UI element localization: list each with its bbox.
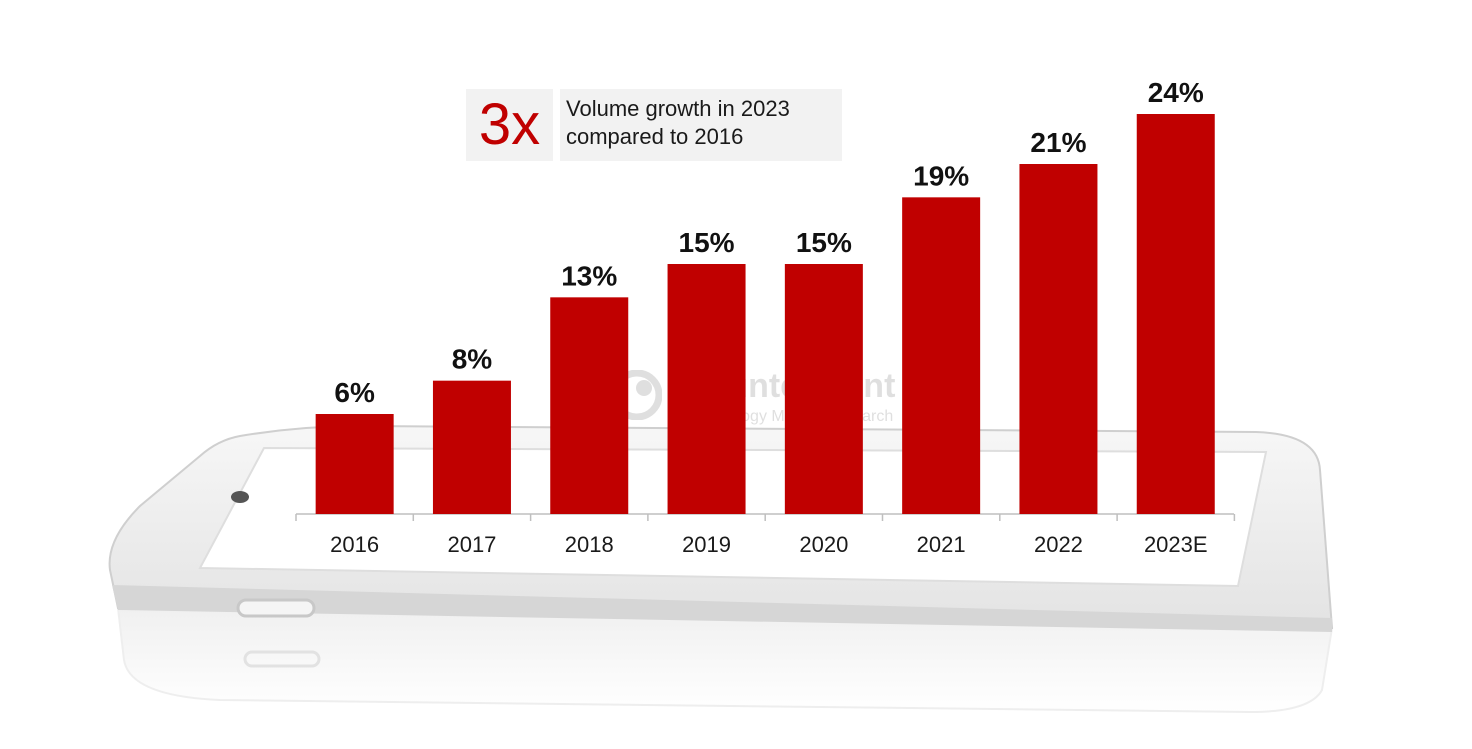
growth-callout-text: Volume growth in 2023 compared to 2016 (560, 89, 842, 161)
bar-2023E (1136, 114, 1215, 514)
x-tick-label: 2022 (1034, 532, 1083, 557)
bar-2017 (432, 380, 511, 514)
x-tick-label: 2016 (330, 532, 379, 557)
home-button-icon (236, 598, 316, 618)
x-tick-label: 2019 (682, 532, 731, 557)
data-label: 24% (1148, 77, 1204, 108)
callout-line-2: compared to 2016 (566, 124, 744, 149)
x-tick-label: 2020 (799, 532, 848, 557)
bar-2022 (1019, 164, 1098, 514)
phone-reflection (116, 606, 1334, 714)
bar-2018 (550, 297, 629, 514)
data-label: 6% (334, 377, 375, 408)
data-label: 8% (452, 344, 493, 375)
callout-line-1: Volume growth in 2023 (566, 96, 790, 121)
data-label: 19% (913, 160, 969, 191)
data-label: 13% (561, 260, 617, 291)
bar-2021 (902, 197, 981, 515)
bar-2016 (315, 414, 394, 514)
x-tick-label: 2017 (447, 532, 496, 557)
camera-icon (231, 491, 249, 503)
data-label: 15% (796, 227, 852, 258)
bar-2019 (667, 264, 746, 514)
data-label: 21% (1030, 127, 1086, 158)
phone-edge (112, 585, 1332, 632)
x-tick-label: 2021 (917, 532, 966, 557)
growth-multiplier: 3x (466, 89, 553, 161)
home-button-reflection (243, 650, 321, 668)
x-tick-label: 2018 (565, 532, 614, 557)
bar-2020 (784, 264, 863, 514)
x-tick-label: 2023E (1144, 532, 1208, 557)
data-label: 15% (679, 227, 735, 258)
